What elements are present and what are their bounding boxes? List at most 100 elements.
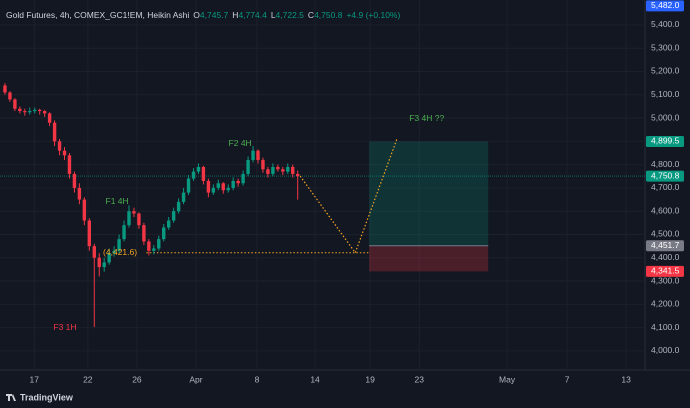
change: +4.9 (+0.10%) [346,10,400,20]
y-tick-label: 4,700.0 [651,182,680,192]
annotation: F3 4H ?? [409,113,444,123]
y-tick-label: 5,200.0 [651,66,680,76]
price-badge-label: 4,750.8 [651,170,680,180]
candle-body [226,187,230,191]
candle-body [201,166,206,181]
candle-body [176,201,181,212]
ohlc-value: 4,722.5 [276,10,305,20]
price-badge [646,0,684,12]
candle-body [3,85,7,93]
candle-body [42,111,47,114]
annotation: F1 4H [106,196,129,206]
candle-body [251,150,255,160]
candle-body [181,192,186,202]
y-tick-label: 4,800.0 [651,159,680,169]
ohlc-value: 4,774.4 [238,10,267,20]
candle-body [47,113,52,123]
candle-body [157,239,161,249]
candle-body [216,183,221,188]
candle-body [256,150,260,160]
candle-body [8,92,12,100]
candle-body [67,155,72,174]
candle-body [191,171,196,179]
candle-body [166,220,171,228]
candle-body [23,111,27,113]
candle-body [52,122,57,142]
candle-body [82,199,87,221]
x-tick-label: 17 [30,374,40,384]
target-zone [369,141,489,246]
x-tick-label: 22 [83,374,93,384]
x-tick-label: 23 [415,374,425,384]
logo [6,394,16,401]
candle-body [171,211,176,221]
y-tick-label: 5,300.0 [651,42,680,52]
candle-body [37,109,42,112]
price-badge-label: 4,341.5 [651,266,680,276]
y-tick-label: 5,100.0 [651,89,680,99]
price-axis [645,0,690,370]
header: Gold Futures, 4h, COMEX_GC1!EM, Heikin A… [6,10,400,20]
candle-body [261,159,265,170]
candle-body [127,211,131,226]
candle-body [57,141,62,151]
candle-body [18,108,22,112]
candle-body [28,111,32,113]
candle-body [102,262,106,268]
candle-body [221,183,225,191]
candle-body [152,248,156,251]
stop-zone [369,245,489,272]
y-tick-label: 4,300.0 [651,275,680,285]
ohlc-value: 4,745.7 [200,10,229,20]
y-tick-label: 4,200.0 [651,299,680,309]
x-tick-label: 14 [310,374,320,384]
candle-body [142,225,146,242]
candle-body [87,220,92,247]
candle-body [92,246,96,258]
candle-body [206,180,211,193]
candle-body [77,187,82,200]
ohlc-value: 4,750.8 [314,10,343,20]
price-badge [646,240,684,252]
candle-body [295,173,300,177]
candle-body [13,99,17,109]
annotation: (4,421.6) [103,247,137,257]
y-tick-label: 4,000.0 [651,345,680,355]
x-tick-label: 19 [365,374,375,384]
y-tick-label: 5,400.0 [651,19,680,29]
candle-body [97,257,101,268]
y-tick-label: 4,500.0 [651,229,680,239]
candle-body [162,227,166,240]
candle-body [236,180,240,184]
x-tick-label: Apr [189,374,202,384]
price-badge [646,170,684,182]
annotation: F3 1H [53,322,76,332]
candle-body [62,150,67,156]
annotation: F2 4H [229,138,252,148]
candle-body [122,225,126,240]
ohlc-key: O [193,10,200,20]
x-tick-label: 26 [132,374,142,384]
candle-body [276,166,280,170]
candle-body [186,178,191,193]
candle-body [241,173,245,184]
candle-body [132,211,136,214]
price-badge [646,265,684,277]
ohlc-key: H [232,10,238,20]
x-tick-label: 13 [621,374,631,384]
brand: TradingView [20,392,74,402]
y-tick-label: 4,600.0 [651,205,680,215]
footer [0,389,690,408]
x-tick-label: 8 [255,374,260,384]
price-badge [646,135,684,147]
candle-body [211,187,216,193]
ohlc-key: L [271,10,276,20]
candle-body [291,166,295,174]
candle-body [117,239,121,251]
candle-body [137,213,141,226]
candle-body [112,250,116,254]
y-tick-label: 4,100.0 [651,322,680,332]
